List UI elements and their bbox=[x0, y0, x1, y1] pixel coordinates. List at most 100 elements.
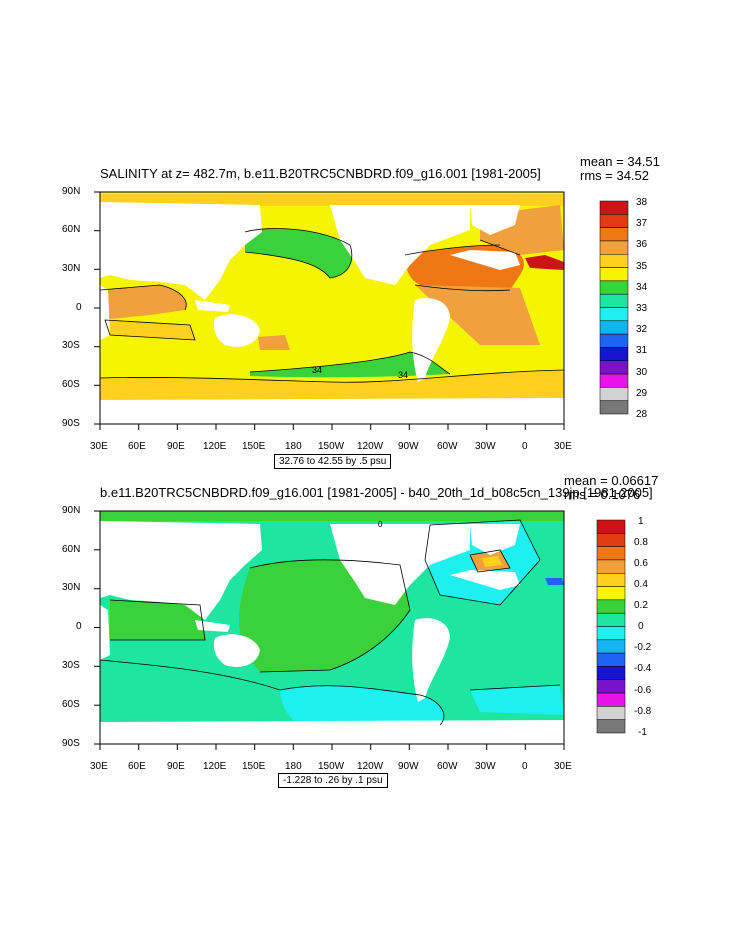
lon-label: 60W bbox=[437, 761, 458, 772]
lat-label: 60N bbox=[62, 544, 81, 555]
lon-label: 120E bbox=[203, 761, 227, 772]
panel-2-mean: mean = 0.06617 bbox=[564, 473, 659, 488]
north-atlantic-max bbox=[482, 556, 502, 567]
colorbar-label: -1 bbox=[638, 727, 647, 738]
colorbar-label: 36 bbox=[636, 239, 648, 250]
contour-label: 34 bbox=[398, 370, 408, 380]
lon-label: 60E bbox=[128, 441, 146, 452]
land-masses-2 bbox=[100, 521, 564, 744]
south-pacific-low bbox=[250, 352, 450, 378]
colorbar-swatch bbox=[599, 200, 629, 215]
north-pacific-low bbox=[245, 228, 352, 278]
lon-label: 150E bbox=[242, 761, 266, 772]
colorbar-swatch bbox=[596, 666, 626, 680]
contour-label: 0 bbox=[378, 520, 383, 529]
colorbar-swatch bbox=[596, 652, 626, 667]
lat-label: 60S bbox=[62, 699, 80, 710]
colorbar-1 bbox=[599, 200, 629, 415]
south-atlantic-negative bbox=[470, 685, 564, 715]
colorbar-swatch bbox=[599, 254, 629, 268]
colorbar-swatch bbox=[599, 347, 629, 361]
lat-label: 90N bbox=[62, 505, 81, 516]
colorbar-swatch bbox=[599, 400, 629, 415]
colorbar-label: 0.6 bbox=[634, 558, 648, 569]
colorbar-swatch bbox=[599, 320, 629, 335]
colorbar-label: 32 bbox=[636, 324, 648, 335]
colorbar-swatch bbox=[596, 692, 626, 707]
colorbar-label: 38 bbox=[636, 197, 648, 208]
lon-label: 90E bbox=[167, 761, 185, 772]
colorbar-label: -0.2 bbox=[634, 642, 652, 653]
lon-label: 30E bbox=[554, 441, 572, 452]
colorbar-swatch bbox=[596, 573, 626, 587]
lon-label: 180 bbox=[285, 441, 302, 452]
colorbar-swatch bbox=[599, 293, 629, 308]
colorbar-label: 0.8 bbox=[634, 537, 648, 548]
lat-label: 90S bbox=[62, 418, 80, 429]
colorbar-label: 37 bbox=[636, 218, 648, 229]
colorbar-label: 0.4 bbox=[634, 579, 648, 590]
panel-2-rms: rms = 0.1076 bbox=[564, 487, 641, 502]
lon-label: 150W bbox=[318, 761, 345, 772]
lon-label: 60W bbox=[437, 441, 458, 452]
lon-label: 30W bbox=[475, 761, 496, 772]
colorbar-label: 30 bbox=[636, 367, 648, 378]
lon-label: 30E bbox=[90, 761, 108, 772]
ticks-panel-1 bbox=[94, 191, 565, 430]
colorbar-swatch bbox=[596, 559, 626, 574]
map-panel-2: 0 bbox=[100, 511, 564, 744]
lon-label: 90W bbox=[398, 761, 419, 772]
colorbar-swatch bbox=[596, 626, 626, 641]
indian-ocean-positive bbox=[110, 600, 205, 640]
colorbar-label: 33 bbox=[636, 303, 648, 314]
lat-label: 30N bbox=[62, 582, 81, 593]
colorbar-swatch bbox=[599, 227, 629, 242]
lon-label: 0 bbox=[522, 441, 528, 452]
colorbar-swatch bbox=[599, 267, 629, 282]
colorbar-swatch bbox=[596, 519, 626, 534]
colorbar-swatch bbox=[599, 387, 629, 401]
panel-2-range: -1.228 to .26 by .1 psu bbox=[278, 773, 388, 788]
lat-label: 60N bbox=[62, 224, 81, 235]
tasman-high bbox=[258, 335, 290, 350]
panel-2-title: b.e11.B20TRC5CNBDRD.f09_g16.001 [1981-20… bbox=[100, 485, 653, 500]
colorbar-label: -0.8 bbox=[634, 706, 652, 717]
colorbar-swatch bbox=[599, 307, 629, 322]
colorbar-swatch bbox=[599, 240, 629, 255]
colorbar-label: -0.4 bbox=[634, 663, 652, 674]
ticks-panel-2 bbox=[94, 510, 565, 750]
lon-label: 0 bbox=[522, 761, 528, 772]
colorbar-swatch bbox=[599, 360, 629, 375]
colorbar-swatch bbox=[596, 533, 626, 547]
colorbar-swatch bbox=[596, 599, 626, 614]
lat-label: 30N bbox=[62, 263, 81, 274]
colorbar-swatch bbox=[599, 373, 629, 388]
colorbar-label: 35 bbox=[636, 261, 648, 272]
colorbar-swatch bbox=[599, 214, 629, 228]
colorbar-swatch bbox=[596, 546, 626, 561]
panel-1-mean: mean = 34.51 bbox=[580, 154, 660, 169]
lat-label: 60S bbox=[62, 379, 80, 390]
lon-label: 120E bbox=[203, 441, 227, 452]
lon-label: 30W bbox=[475, 441, 496, 452]
lat-label: 30S bbox=[62, 340, 80, 351]
mediterranean-outflow bbox=[525, 255, 564, 270]
lat-label: 0 bbox=[76, 302, 82, 313]
lon-label: 120W bbox=[357, 761, 384, 772]
lon-label: 180 bbox=[285, 761, 302, 772]
med-negative bbox=[545, 578, 564, 585]
atlantic-subtropical bbox=[415, 285, 540, 345]
lon-label: 150W bbox=[318, 441, 345, 452]
colorbar-label: -0.6 bbox=[634, 685, 652, 696]
arctic-band bbox=[100, 194, 564, 206]
colorbar-swatch bbox=[596, 706, 626, 720]
colorbar-swatch bbox=[596, 639, 626, 654]
lon-label: 120W bbox=[357, 441, 384, 452]
colorbar-swatch bbox=[596, 679, 626, 694]
colorbar-label: 29 bbox=[636, 388, 648, 399]
lat-label: 30S bbox=[62, 660, 80, 671]
panel-1-title: SALINITY at z= 482.7m, b.e11.B20TRC5CNBD… bbox=[100, 166, 541, 181]
arctic-positive-strip bbox=[100, 511, 564, 521]
colorbar-label: 0 bbox=[638, 621, 644, 632]
